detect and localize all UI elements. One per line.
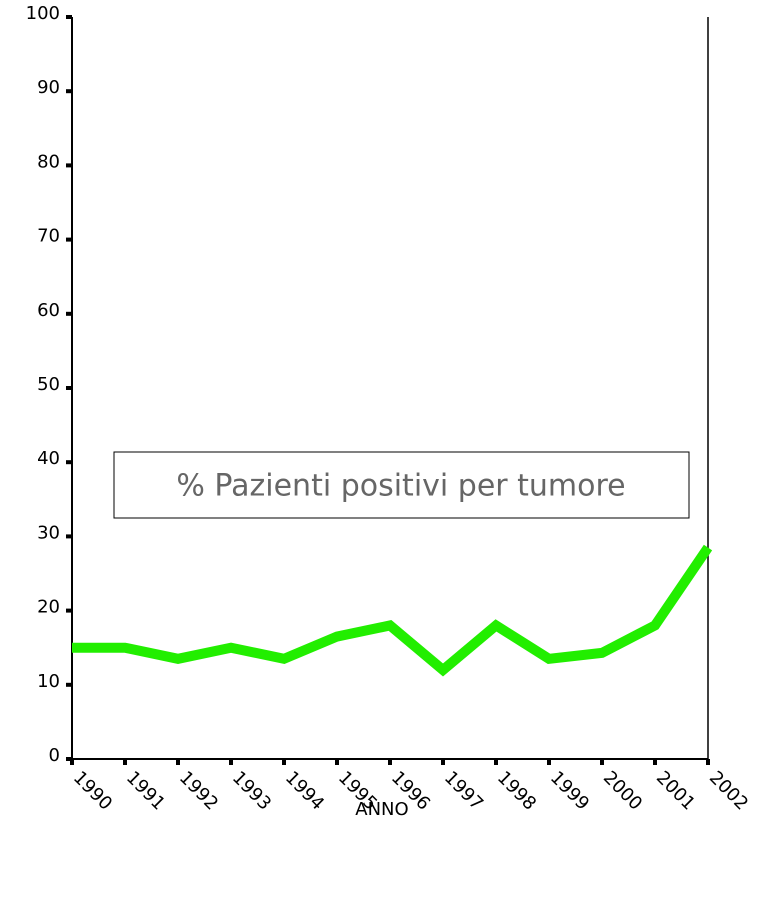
x-tick-label: 2002 (705, 767, 752, 814)
y-tick (66, 757, 72, 761)
y-tick (66, 608, 72, 613)
y-tick (66, 534, 72, 539)
y-tick-label: 90 (37, 77, 60, 98)
x-tick (600, 759, 604, 765)
y-tick-label: 50 (37, 374, 60, 395)
y-tick-label: 0 (49, 745, 60, 766)
x-tick (229, 759, 233, 765)
y-tick-label: 60 (37, 300, 60, 321)
x-axis-label: ANNO (355, 799, 408, 820)
x-tick-label: 1999 (546, 767, 593, 814)
x-tick-label: 2001 (652, 767, 699, 814)
x-tick (653, 759, 657, 765)
y-tick (66, 163, 72, 168)
y-tick-label: 40 (37, 448, 60, 469)
x-tick (335, 759, 339, 765)
x-tick (494, 759, 498, 765)
x-tick-label: 1997 (440, 767, 487, 814)
y-tick-label: 30 (37, 522, 60, 543)
y-tick (66, 460, 72, 465)
x-tick-label: 1991 (122, 767, 169, 814)
legend-label: % Pazienti positivi per tumore (176, 469, 625, 504)
x-tick (282, 759, 286, 765)
y-tick-label: 80 (37, 151, 60, 172)
y-tick-label: 10 (37, 671, 60, 692)
x-tick-label: 1992 (175, 767, 222, 814)
x-tick-label: 1994 (281, 767, 328, 814)
x-tick-label: 1998 (493, 767, 540, 814)
x-tick (70, 759, 74, 765)
x-tick (123, 759, 127, 765)
x-tick (388, 759, 392, 765)
y-tick-label: 20 (37, 597, 60, 618)
legend-box (113, 451, 690, 519)
data-line (72, 544, 713, 677)
y-tick (66, 386, 72, 390)
y-tick (66, 15, 72, 19)
y-tick (66, 237, 72, 242)
y-tick-label: 100 (26, 3, 60, 24)
x-tick-label: 1990 (69, 767, 116, 814)
x-tick (176, 759, 180, 765)
y-tick (66, 311, 72, 316)
x-tick (441, 759, 445, 765)
x-tick (547, 759, 551, 765)
x-tick-label: 1993 (228, 767, 275, 814)
y-tick (66, 682, 72, 687)
y-tick (66, 89, 72, 94)
x-tick-label: 2000 (599, 767, 646, 814)
x-tick (706, 759, 710, 765)
y-tick-label: 70 (37, 226, 60, 247)
